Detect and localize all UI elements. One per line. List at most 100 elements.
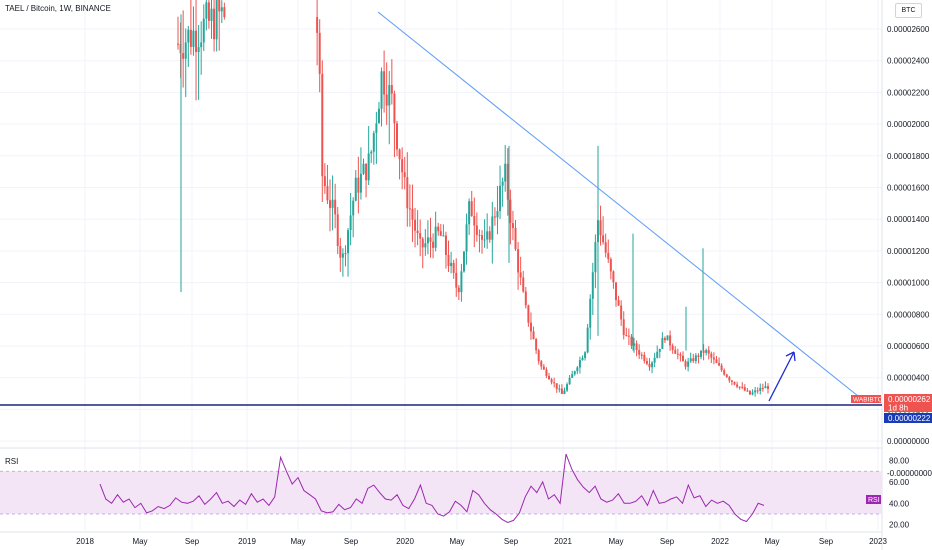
candle-down bbox=[365, 163, 368, 181]
candle-up bbox=[586, 327, 589, 353]
support-price-tag-bg bbox=[884, 413, 932, 423]
candle-down bbox=[339, 246, 342, 258]
candle-down bbox=[478, 234, 481, 236]
candle-up bbox=[573, 371, 576, 375]
candle-down bbox=[604, 242, 607, 253]
candle-down bbox=[748, 390, 751, 395]
candle-down bbox=[648, 363, 651, 368]
candle-up bbox=[197, 47, 200, 53]
candle-down bbox=[457, 287, 460, 293]
rsi-title[interactable]: RSI bbox=[5, 457, 19, 466]
candle-down bbox=[514, 228, 517, 250]
rsi-tick-label: 80.00 bbox=[889, 457, 910, 466]
candle-down bbox=[676, 353, 679, 355]
candle-up bbox=[468, 201, 471, 225]
projection-arrow bbox=[768, 351, 796, 402]
candle-down bbox=[671, 345, 674, 350]
price-tick-label: 0.00000600 bbox=[887, 342, 930, 351]
candle-down bbox=[550, 379, 553, 383]
candle-down bbox=[390, 85, 393, 94]
price-tick-label: 0.00002600 bbox=[887, 25, 930, 34]
candle-down bbox=[429, 237, 432, 242]
candle-up bbox=[591, 272, 594, 299]
currency-badge[interactable]: BTC bbox=[895, 3, 922, 18]
candle-down bbox=[182, 53, 185, 59]
candle-down bbox=[609, 259, 612, 272]
candle-up bbox=[354, 177, 357, 201]
candle-up bbox=[352, 200, 355, 216]
candle-down bbox=[519, 272, 522, 278]
candle-down bbox=[506, 163, 509, 200]
candle-up bbox=[563, 390, 566, 394]
candle-down bbox=[741, 386, 744, 388]
candle-down bbox=[638, 350, 641, 355]
candle-up bbox=[666, 335, 669, 341]
candle-down bbox=[383, 71, 386, 95]
candle-down bbox=[432, 241, 435, 248]
candle-down bbox=[599, 220, 602, 236]
candle-down bbox=[329, 200, 332, 208]
current-price-tag-bg bbox=[884, 394, 932, 412]
arrow-shaft bbox=[768, 351, 795, 402]
candle-down bbox=[393, 93, 396, 124]
candle-up bbox=[501, 181, 504, 186]
candle-down bbox=[414, 219, 417, 231]
candle-down bbox=[452, 262, 455, 273]
candle-down bbox=[669, 335, 672, 346]
candle-down bbox=[470, 201, 473, 217]
candle-down bbox=[723, 370, 726, 375]
candle-down bbox=[326, 186, 329, 201]
candle-down bbox=[718, 362, 721, 366]
candle-down bbox=[416, 230, 419, 234]
candle-down bbox=[625, 334, 628, 336]
current-price-value: 0.00000262 bbox=[888, 395, 931, 404]
rsi-value-badge-bg bbox=[866, 495, 881, 504]
time-tick-label: 2020 bbox=[396, 537, 414, 546]
candle-up bbox=[633, 343, 636, 346]
time-axis: 2018 May Sep 2019 May Sep 2020 May Sep 2021 May Sep… bbox=[76, 537, 887, 546]
symbol-title[interactable]: TAEL / Bitcoin, 1W, BINANCE bbox=[5, 4, 111, 13]
candle-down bbox=[493, 216, 496, 218]
candle-down bbox=[527, 305, 530, 323]
price-tick-label: 0.00000400 bbox=[887, 374, 930, 383]
arrow-head bbox=[785, 351, 796, 362]
candle-down bbox=[207, 2, 210, 21]
candle-down bbox=[707, 350, 710, 354]
candle-down bbox=[736, 384, 739, 387]
candle-up bbox=[568, 377, 571, 385]
candle-up bbox=[751, 392, 754, 395]
candle-up bbox=[754, 390, 757, 393]
candle-down bbox=[674, 349, 677, 354]
time-tick-label: Sep bbox=[819, 537, 834, 546]
candle-down bbox=[542, 366, 545, 370]
candle-down bbox=[509, 199, 512, 224]
candle-down bbox=[408, 208, 411, 210]
candle-down bbox=[411, 208, 414, 220]
candle-up bbox=[341, 253, 344, 258]
candle-down bbox=[511, 223, 514, 229]
candle-up bbox=[705, 350, 708, 353]
candle-up bbox=[571, 374, 574, 378]
candle-down bbox=[663, 338, 666, 341]
candle-up bbox=[764, 386, 767, 389]
candle-up bbox=[651, 362, 654, 368]
time-tick-label: 2019 bbox=[238, 537, 256, 546]
price-tick-label: 0.00001200 bbox=[887, 247, 930, 256]
candle-up bbox=[460, 271, 463, 293]
candle-down bbox=[614, 282, 617, 301]
candle-up bbox=[689, 358, 692, 362]
candle-down bbox=[318, 32, 321, 74]
grid-lines bbox=[0, 0, 882, 530]
candle-down bbox=[532, 331, 535, 340]
candle-up bbox=[658, 348, 661, 352]
candle-down bbox=[710, 353, 713, 358]
symbol-tag-label: WABIBTC bbox=[853, 397, 883, 404]
candle-down bbox=[524, 291, 527, 306]
candle-up bbox=[558, 388, 561, 390]
candle-up bbox=[584, 352, 587, 358]
price-tick-label: 0.00002400 bbox=[887, 57, 930, 66]
candle-up bbox=[694, 355, 697, 362]
candle-down bbox=[692, 358, 695, 362]
candle-up bbox=[187, 29, 190, 43]
